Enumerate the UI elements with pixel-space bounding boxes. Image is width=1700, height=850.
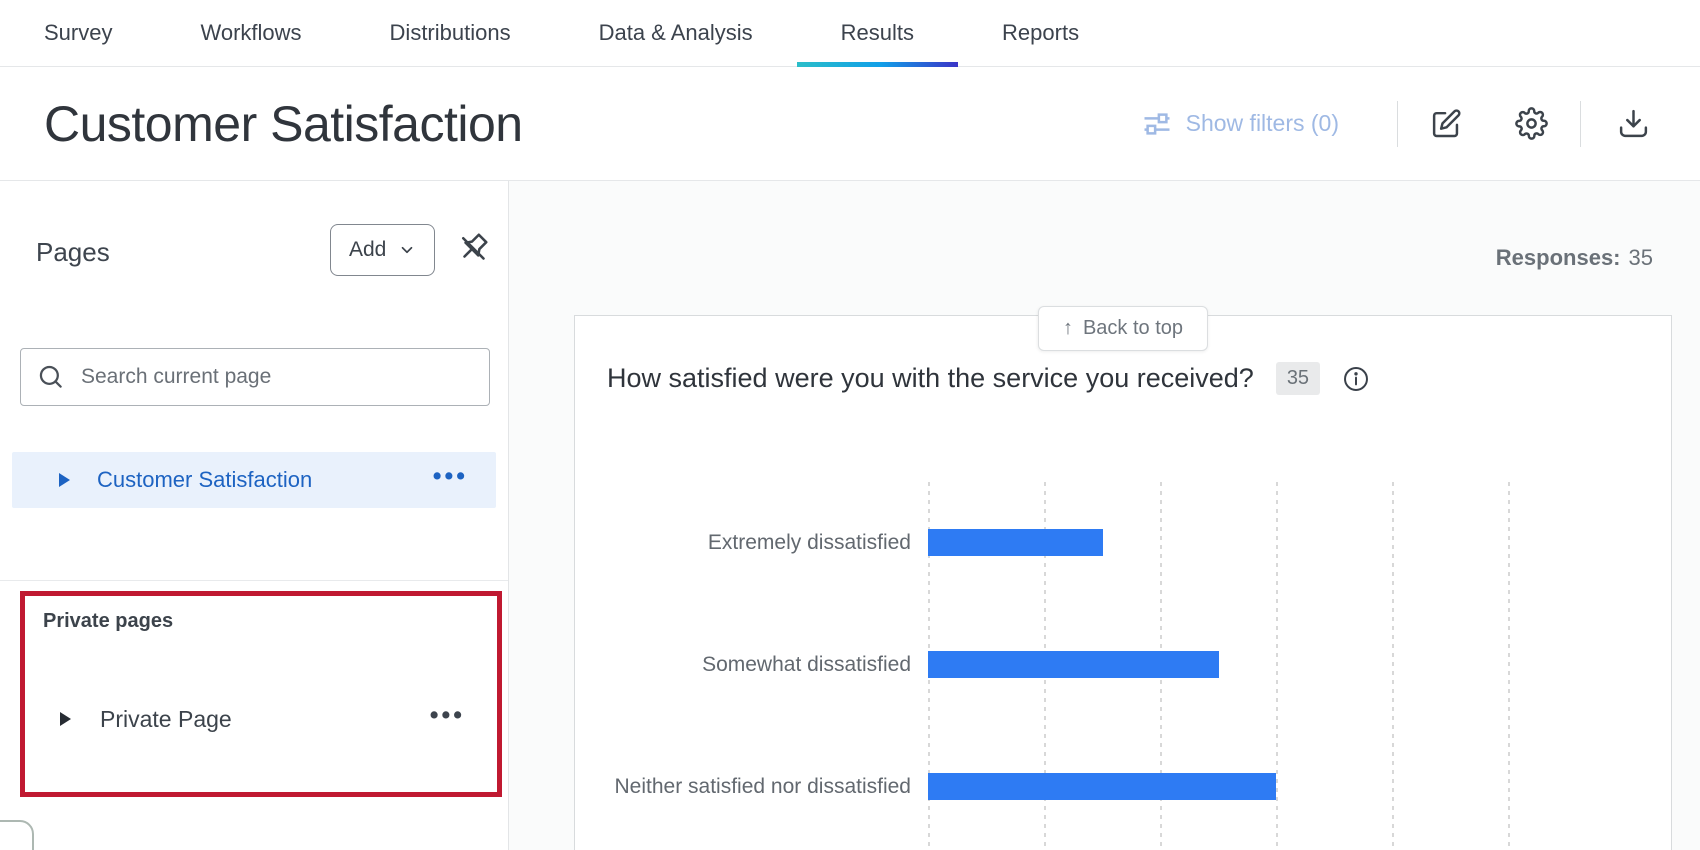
tab-reports[interactable]: Reports bbox=[1002, 20, 1080, 45]
sidebar-search bbox=[20, 348, 490, 406]
page-header: Customer Satisfaction Show filters (0) bbox=[0, 67, 1700, 181]
show-filters-button[interactable]: Show filters (0) bbox=[1136, 108, 1345, 140]
download-icon bbox=[1617, 109, 1650, 143]
header-actions: Show filters (0) bbox=[1136, 100, 1650, 147]
sidebar-item-customer-satisfaction[interactable]: Customer Satisfaction ••• bbox=[12, 452, 496, 508]
expand-triangle-icon[interactable] bbox=[57, 472, 71, 488]
top-nav: Survey Workflows Distributions Data & An… bbox=[0, 0, 1700, 67]
chevron-down-icon bbox=[398, 241, 416, 259]
back-to-top-button[interactable]: ↑ Back to top bbox=[1037, 306, 1209, 351]
question-header-row: How satisfied were you with the service … bbox=[607, 362, 1370, 395]
header-divider bbox=[1580, 100, 1581, 147]
question-response-count-badge: 35 bbox=[1275, 362, 1321, 395]
edit-icon bbox=[1430, 109, 1463, 143]
show-filters-label: Show filters (0) bbox=[1185, 110, 1339, 136]
settings-gear-icon bbox=[1515, 107, 1548, 143]
chart-gridline bbox=[1276, 482, 1278, 850]
settings-button[interactable] bbox=[1515, 107, 1548, 140]
add-button-label: Add bbox=[349, 238, 387, 261]
question-title: How satisfied were you with the service … bbox=[607, 363, 1254, 393]
chart-category-label: Extremely dissatisfied bbox=[707, 530, 911, 554]
sidebar-heading: Pages bbox=[36, 237, 110, 267]
help-widget-corner[interactable] bbox=[0, 820, 34, 850]
page-item-label: Customer Satisfaction bbox=[97, 467, 313, 492]
question-info-button[interactable] bbox=[1342, 365, 1370, 393]
page-title: Customer Satisfaction bbox=[44, 95, 523, 152]
info-circle-icon bbox=[1342, 366, 1370, 396]
chart-bar[interactable] bbox=[928, 773, 1276, 800]
chart-row: Extremely dissatisfied bbox=[575, 529, 1671, 556]
private-pages-annotation-box: Private pages Private Page ••• bbox=[20, 591, 502, 797]
sliders-filter-icon bbox=[1142, 109, 1172, 139]
chart-row: Somewhat dissatisfied bbox=[575, 651, 1671, 678]
unpin-icon bbox=[455, 233, 491, 269]
up-arrow-icon: ↑ bbox=[1062, 317, 1073, 339]
private-pages-heading: Private pages bbox=[43, 610, 174, 632]
pages-sidebar: Pages Add bbox=[0, 181, 509, 850]
responses-count: Responses: 35 bbox=[1496, 245, 1653, 271]
chart-category-label: Somewhat dissatisfied bbox=[702, 652, 911, 676]
tab-data-analysis[interactable]: Data & Analysis bbox=[598, 20, 753, 45]
question-widget-card: ↑ Back to top How satisfied were you wit… bbox=[574, 306, 1672, 850]
unpin-sidebar-button[interactable] bbox=[450, 225, 496, 271]
chart-bar[interactable] bbox=[928, 529, 1103, 556]
tab-results[interactable]: Results bbox=[796, 0, 959, 67]
chart-gridline bbox=[1508, 482, 1510, 850]
expand-triangle-icon[interactable] bbox=[58, 711, 72, 727]
responses-value: 35 bbox=[1628, 245, 1653, 270]
bar-chart-plot: Extremely dissatisfied Somewhat dissatisf… bbox=[575, 316, 1671, 850]
search-icon bbox=[37, 363, 64, 390]
page-item-label: Private Page bbox=[100, 705, 232, 732]
tab-survey[interactable]: Survey bbox=[44, 20, 113, 45]
responses-label: Responses: bbox=[1495, 245, 1621, 270]
chart-category-label: Neither satisfied nor dissatisfied bbox=[614, 774, 911, 798]
sidebar-item-private-page[interactable]: Private Page ••• bbox=[25, 691, 497, 747]
export-download-button[interactable] bbox=[1617, 107, 1650, 140]
add-page-button[interactable]: Add bbox=[330, 224, 436, 276]
edit-button[interactable] bbox=[1430, 107, 1463, 140]
sidebar-divider bbox=[0, 580, 508, 581]
tab-distributions[interactable]: Distributions bbox=[389, 20, 511, 45]
tab-workflows[interactable]: Workflows bbox=[200, 20, 302, 45]
search-input[interactable] bbox=[20, 348, 490, 406]
results-main-area: Responses: 35 ↑ Back to top How satisfied… bbox=[509, 181, 1700, 850]
chart-row: Neither satisfied nor dissatisfied bbox=[575, 773, 1671, 800]
header-divider bbox=[1397, 100, 1398, 147]
back-to-top-label: Back to top bbox=[1082, 317, 1184, 339]
chart-bar[interactable] bbox=[928, 651, 1219, 678]
chart-gridline bbox=[1392, 482, 1394, 850]
